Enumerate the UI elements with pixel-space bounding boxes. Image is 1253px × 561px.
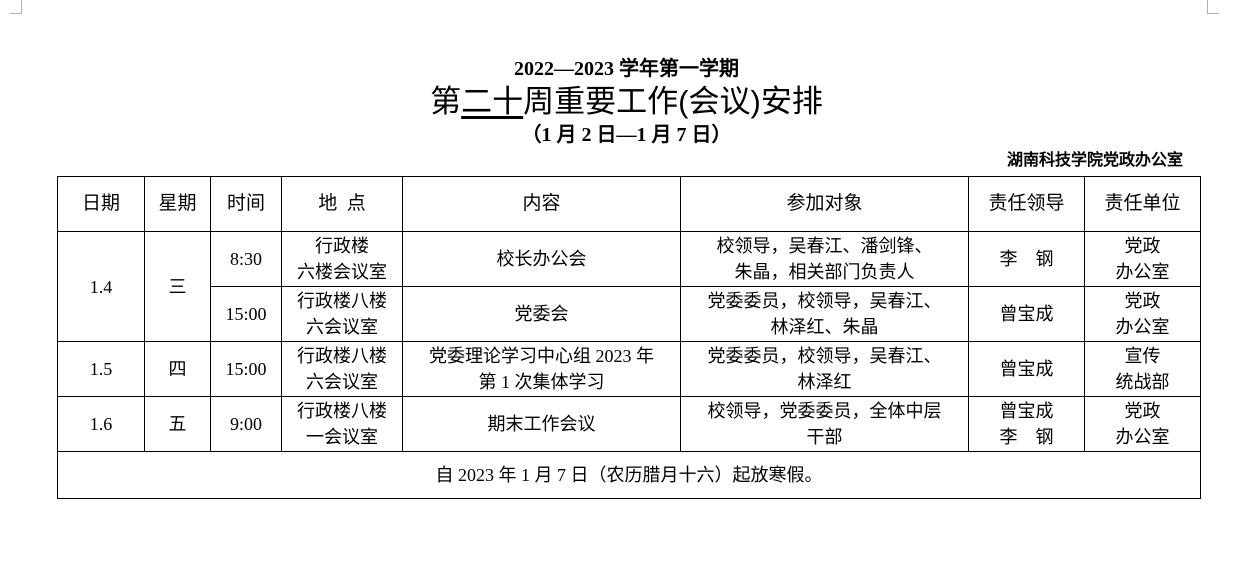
- attendees-cell-line: 党委委员，校领导，吴春江、: [707, 346, 942, 366]
- content-cell-line: 期末工作会议: [487, 414, 596, 434]
- attendees-cell: 党委委员，校领导，吴春江、 林泽红、朱晶: [680, 286, 969, 342]
- content-cell-line: 校长办公会: [496, 249, 587, 269]
- leader-cell-line: 曾宝成: [999, 304, 1054, 324]
- attendees-cell: 校领导，吴春江、潘剑锋、 朱晶，相关部门负责人: [680, 231, 969, 287]
- column-header-content: 内容: [402, 176, 681, 232]
- place-cell-line: 行政楼八楼: [297, 291, 387, 311]
- content-cell-line: 党委会: [514, 304, 569, 324]
- attendees-cell-line: 林泽红: [797, 372, 852, 392]
- table-row: 15:00 行政楼八楼 六会议室 党委会 党委委员，校领导，吴春江、 林泽红、朱晶 曾宝成党…: [58, 286, 1201, 342]
- place-cell-line: 行政楼八楼: [297, 401, 387, 421]
- unit-cell-line: 党政: [1124, 401, 1161, 421]
- leader-cell-line: 曾宝成: [999, 401, 1054, 421]
- attendees-cell-line: 校领导，吴春江、潘剑锋、: [716, 236, 933, 256]
- leader-cell: 曾宝成: [968, 286, 1085, 342]
- unit-cell: 宣传 统战部: [1084, 341, 1201, 397]
- table-header-row: 日期 星期 时间地 点内容 参加对象 责任领导 责任单位: [57, 176, 1201, 232]
- unit-cell-line: 办公室: [1115, 262, 1170, 282]
- unit-cell-line: 党政: [1124, 291, 1161, 311]
- leader-cell-line: 李 钢: [999, 249, 1054, 269]
- time-cell: 8:30: [210, 231, 282, 287]
- column-header-date: 日期: [57, 176, 145, 232]
- place-cell: 行政楼八楼 六会议室: [281, 286, 403, 342]
- unit-cell: 党政 办公室: [1084, 286, 1201, 342]
- attendees-cell-line: 校领导，党委委员，全体中层: [707, 401, 942, 421]
- table-row: 1.5 四 15:00 行政楼八楼 六会议室 党委理论学习中心组 2023 年第 1 次集…: [57, 341, 1201, 397]
- attendees-cell: 校领导，党委委员，全体中层 干部: [680, 396, 969, 452]
- date-range: （1 月 2 日—1 月 7 日）: [521, 124, 732, 146]
- office-name: 湖南科技学院党政办公室: [1006, 152, 1183, 169]
- unit-cell-line: 办公室: [1115, 427, 1170, 447]
- place-cell-line: 一会议室: [306, 427, 378, 447]
- crop-mark-left: [10, 0, 22, 14]
- weekday-cell: 五: [144, 396, 211, 452]
- table-row: 1.6 五 9:00 行政楼八楼 一会议室 期末工作会议 校领导，党委委员，全体中层 干部 曾宝…: [57, 396, 1201, 452]
- leader-cell: 曾宝成李 钢: [968, 396, 1085, 452]
- place-cell-line: 行政楼: [315, 236, 369, 256]
- page-title: 第二十周重要工作(会议)安排: [0, 76, 1253, 121]
- unit-cell-line: 办公室: [1115, 317, 1170, 337]
- time-cell: 15:00: [210, 341, 282, 397]
- attendees-cell-line: 朱晶，相关部门负责人: [734, 262, 915, 282]
- title-suffix: 周重要工作(会议)安排: [523, 84, 823, 119]
- weekday-cell: 三: [144, 231, 211, 342]
- place-cell-line: 六会议室: [306, 317, 378, 337]
- crop-mark-right: [1207, 0, 1219, 14]
- column-header-unit: 责任单位: [1084, 176, 1201, 232]
- content-cell: 校长办公会: [402, 231, 681, 287]
- footer-note: 自 2023 年 1 月 7 日（农历腊月十六）起放寒假。: [57, 451, 1201, 499]
- unit-cell-line: 宣传: [1124, 346, 1161, 366]
- unit-cell-line: 统战部: [1115, 372, 1170, 392]
- column-header-place: 地 点: [281, 176, 403, 232]
- unit-cell-line: 党政: [1124, 236, 1161, 256]
- leader-cell: 李 钢: [968, 231, 1085, 287]
- attendees-cell-line: 林泽红、朱晶: [770, 317, 879, 337]
- date-cell: 1.4: [57, 231, 145, 342]
- date-cell: 1.5: [57, 341, 145, 397]
- content-cell: 党委理论学习中心组 2023 年第 1 次集体学习: [402, 341, 681, 397]
- content-cell: 党委会: [402, 286, 681, 342]
- attendees-cell-line: 党委委员，校领导，吴春江、: [707, 291, 942, 311]
- column-header-leader: 责任领导: [968, 176, 1085, 232]
- unit-cell: 党政 办公室: [1084, 396, 1201, 452]
- attendees-cell: 党委委员，校领导，吴春江、 林泽红: [680, 341, 969, 397]
- content-cell-line: 党委理论学习中心组 2023 年: [429, 346, 654, 366]
- content-cell-line: 第 1 次集体学习: [478, 372, 605, 392]
- place-cell: 行政楼八楼 六会议室: [281, 341, 403, 397]
- time-cell: 9:00: [210, 396, 282, 452]
- schedule-table: 日期 星期 时间地 点内容 参加对象 责任领导 责任单位 1.4 三 8:30 行政楼 六楼会议室…: [57, 176, 1201, 499]
- footer-row: 自 2023 年 1 月 7 日（农历腊月十六）起放寒假。: [57, 451, 1201, 499]
- leader-cell-line: 曾宝成: [999, 359, 1054, 379]
- unit-cell: 党政 办公室: [1084, 231, 1201, 287]
- place-cell-line: 行政楼八楼: [297, 346, 387, 366]
- table-row: 1.4 三 8:30 行政楼 六楼会议室 校长办公会 校领导，吴春江、潘剑锋、 朱晶，相关部门…: [57, 231, 1201, 342]
- place-cell-line: 六会议室: [306, 372, 378, 392]
- title-prefix: 第: [430, 84, 462, 119]
- weekday-cell: 四: [144, 341, 211, 397]
- term-heading: 2022—2023 学年第一学期: [514, 58, 739, 80]
- place-cell: 行政楼八楼 一会议室: [281, 396, 403, 452]
- attendees-cell-line: 干部: [806, 427, 843, 447]
- column-header-time: 时间: [210, 176, 282, 232]
- date-cell: 1.6: [57, 396, 145, 452]
- column-header-weekday: 星期: [144, 176, 211, 232]
- place-cell-line: 六楼会议室: [297, 262, 387, 282]
- leader-cell-line: 李 钢: [999, 427, 1054, 447]
- title-week: 二十: [461, 84, 524, 119]
- leader-cell: 曾宝成: [968, 341, 1085, 397]
- content-cell: 期末工作会议: [402, 396, 681, 452]
- column-header-attendees: 参加对象: [680, 176, 969, 232]
- place-cell: 行政楼 六楼会议室: [281, 231, 403, 287]
- time-cell: 15:00: [210, 286, 282, 342]
